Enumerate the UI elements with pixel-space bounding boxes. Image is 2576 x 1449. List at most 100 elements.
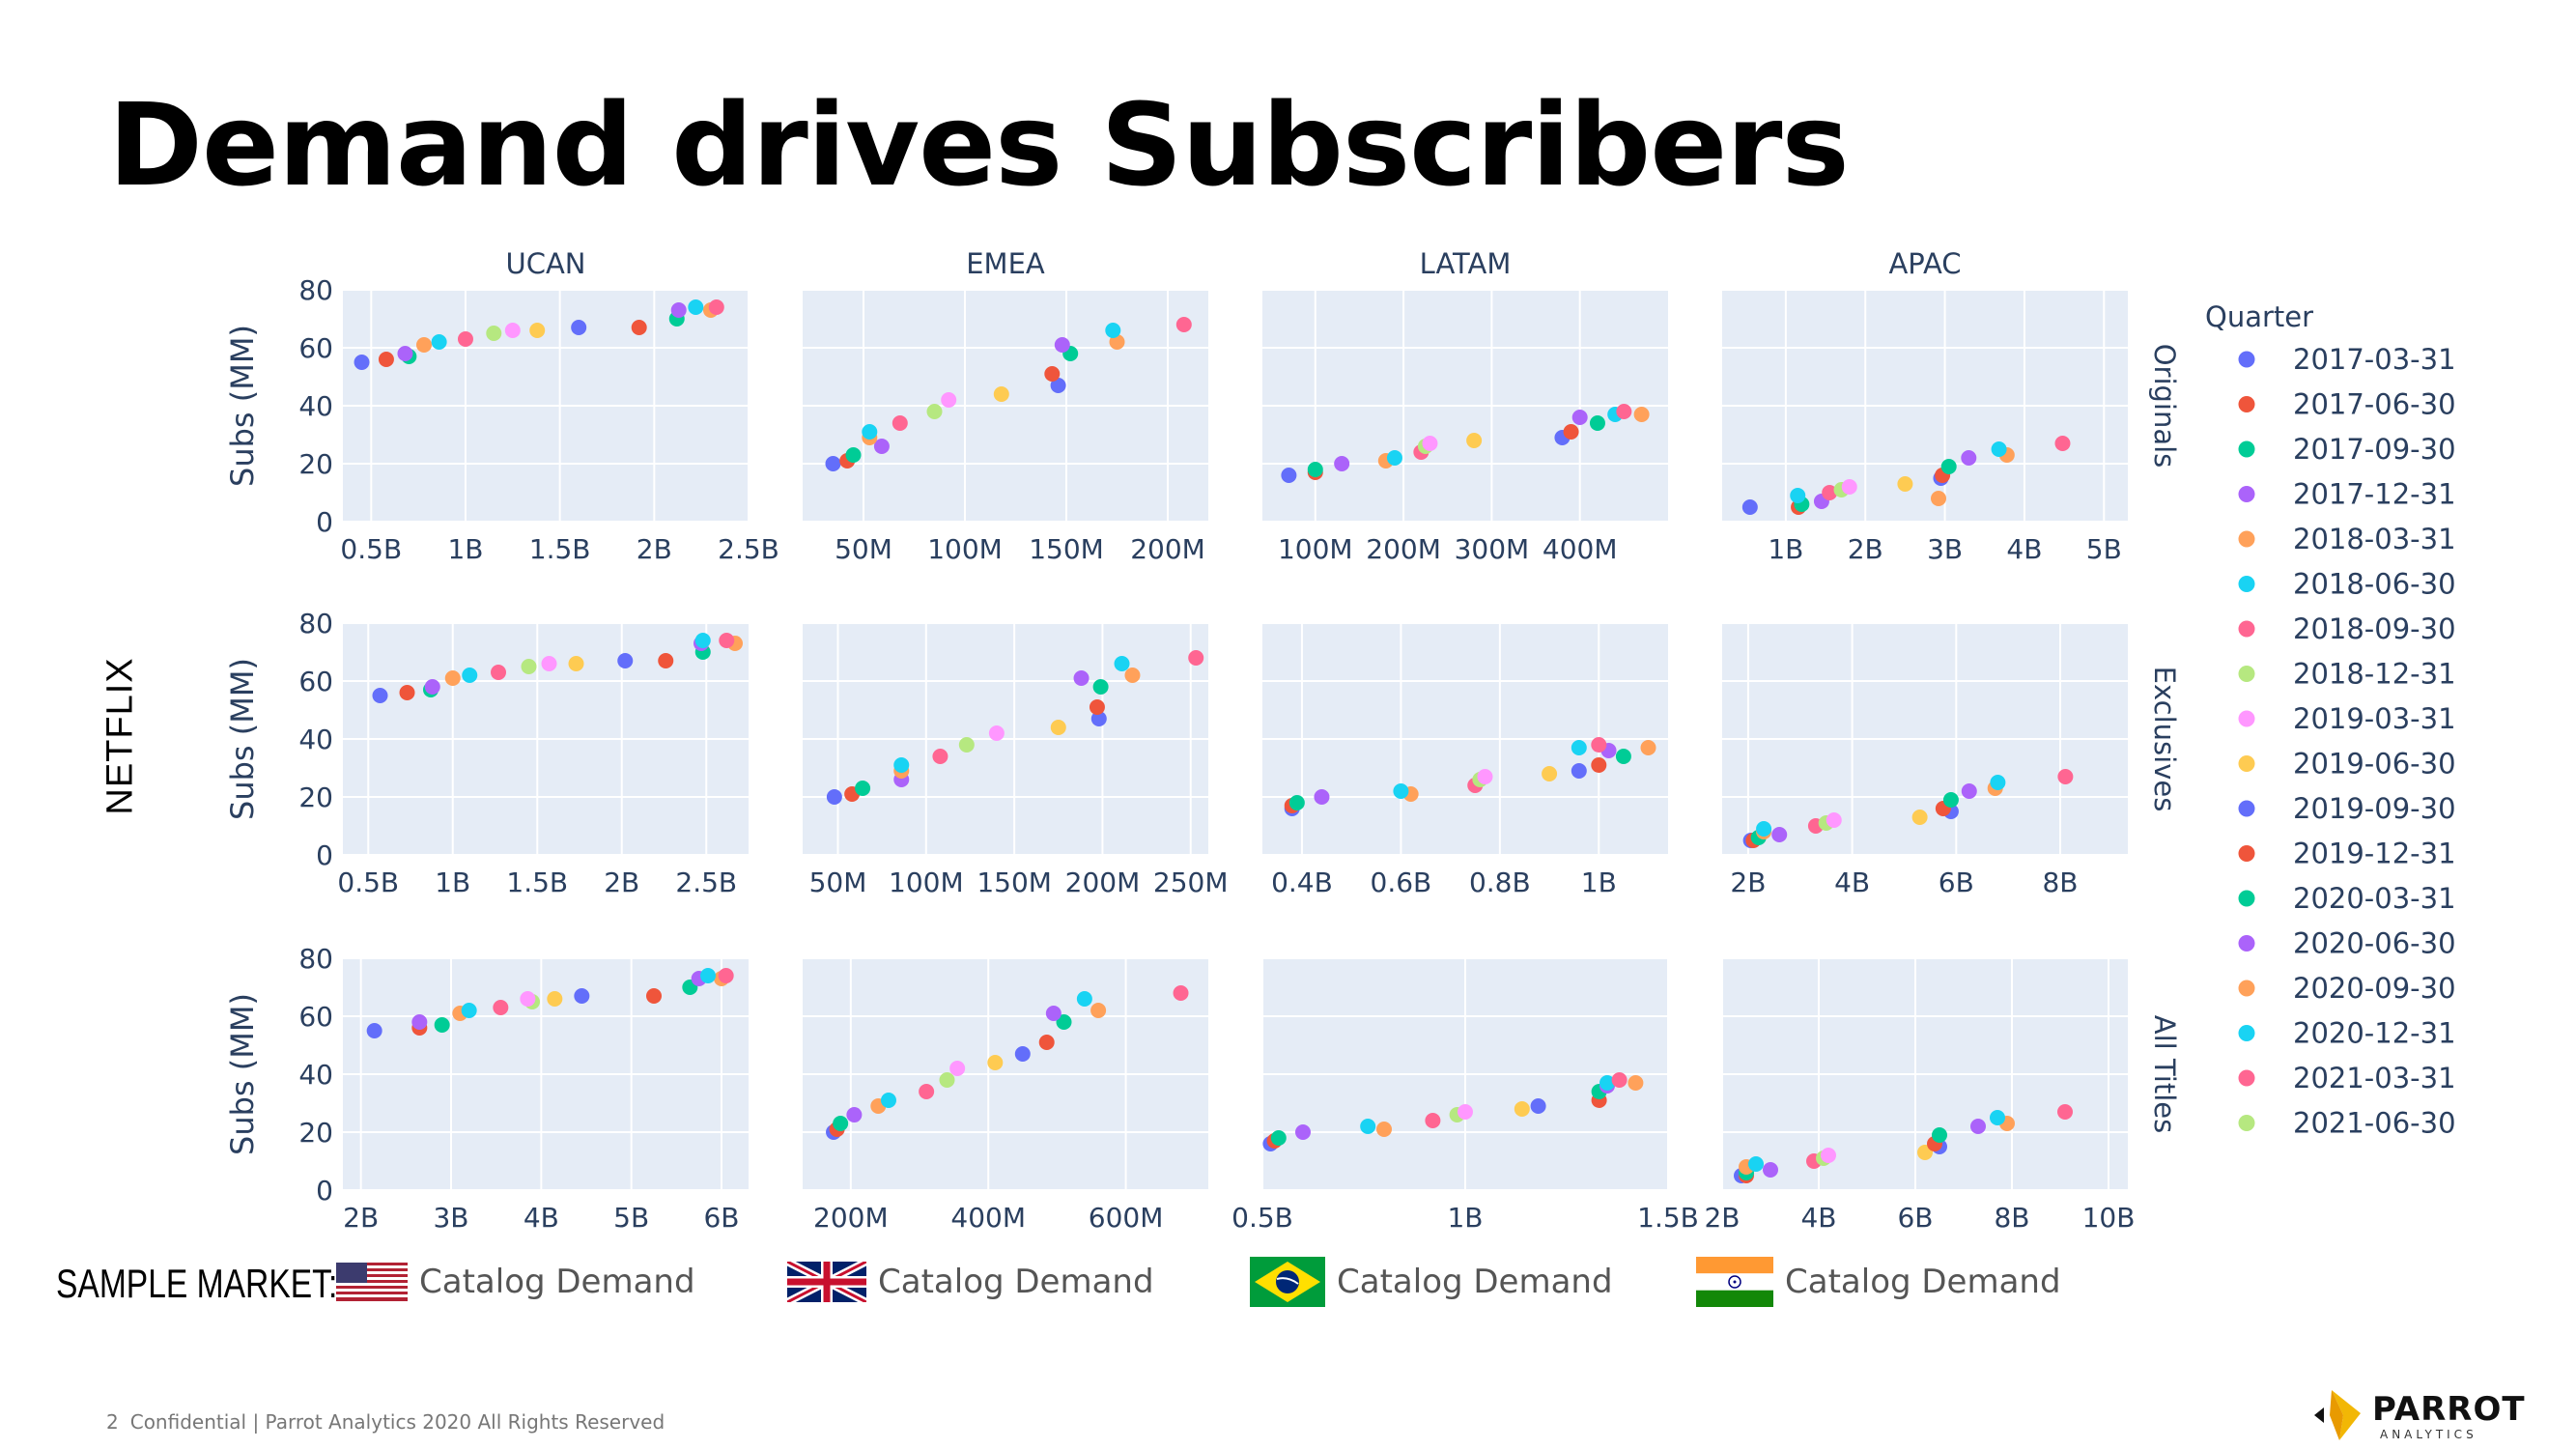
scatter-point-latam-2020-12-31[interactable]	[1599, 1075, 1615, 1091]
scatter-point-ucan-2019-06-30[interactable]	[568, 656, 584, 671]
scatter-point-apac-2020-12-31[interactable]	[1990, 775, 2006, 790]
scatter-point-emea-2018-06-30[interactable]	[862, 424, 878, 440]
scatter-point-ucan-2021-03-31[interactable]	[708, 299, 724, 315]
scatter-point-latam-2017-03-31[interactable]	[1281, 468, 1297, 483]
scatter-point-ucan-2021-03-31[interactable]	[719, 633, 735, 648]
scatter-point-ucan-2017-09-30[interactable]	[434, 1017, 450, 1033]
legend[interactable]: Quarter 2017-03-31 2017-06-30 2017-09-30 201…	[2205, 300, 2456, 1140]
legend-item-2017-03-31[interactable]: 2017-03-31	[2238, 343, 2456, 376]
scatter-point-apac-2021-03-31[interactable]	[2057, 769, 2074, 784]
scatter-point-latam-2017-09-30[interactable]	[1288, 795, 1305, 810]
scatter-point-ucan-2018-03-31[interactable]	[416, 337, 432, 353]
scatter-point-latam-2020-03-31[interactable]	[1589, 415, 1605, 431]
scatter-point-latam-2019-06-30[interactable]	[1466, 433, 1483, 448]
scatter-point-apac-2018-06-30[interactable]	[1756, 821, 1772, 837]
scatter-point-emea-2019-12-31[interactable]	[1044, 366, 1061, 382]
legend-item-2017-06-30[interactable]: 2017-06-30	[2238, 388, 2456, 421]
scatter-point-emea-2019-09-30[interactable]	[1090, 711, 1107, 726]
scatter-point-ucan-2019-12-31[interactable]	[631, 320, 647, 335]
scatter-point-apac-2017-12-31[interactable]	[1763, 1162, 1778, 1178]
scatter-point-emea-2018-06-30[interactable]	[893, 757, 910, 773]
legend-item-2019-12-31[interactable]: 2019-12-31	[2238, 838, 2456, 870]
scatter-point-emea-2020-12-31[interactable]	[1076, 991, 1092, 1007]
scatter-point-emea-2020-06-30[interactable]	[1054, 337, 1070, 353]
scatter-point-latam-2019-03-31[interactable]	[1477, 769, 1493, 784]
scatter-point-apac-2019-03-31[interactable]	[1826, 812, 1842, 828]
scatter-point-latam-2021-03-31[interactable]	[1591, 737, 1607, 753]
scatter-point-latam-2019-06-30[interactable]	[1542, 766, 1558, 781]
scatter-point-ucan-2019-09-30[interactable]	[617, 653, 634, 668]
scatter-point-ucan-2020-06-30[interactable]	[670, 302, 687, 318]
scatter-point-emea-2019-03-31[interactable]	[949, 1061, 966, 1076]
scatter-point-latam-2020-12-31[interactable]	[1571, 740, 1587, 755]
scatter-point-ucan-2018-06-30[interactable]	[461, 1003, 477, 1018]
scatter-point-apac-2018-03-31[interactable]	[1931, 491, 1946, 506]
scatter-point-apac-2019-06-30[interactable]	[1897, 476, 1913, 492]
scatter-point-emea-2019-06-30[interactable]	[987, 1055, 1004, 1070]
scatter-point-ucan-2019-09-30[interactable]	[571, 320, 587, 335]
scatter-point-emea-2020-03-31[interactable]	[1092, 679, 1109, 695]
scatter-point-emea-2017-09-30[interactable]	[845, 447, 862, 463]
scatter-point-emea-2017-09-30[interactable]	[833, 1116, 849, 1131]
scatter-point-latam-2018-06-30[interactable]	[1386, 450, 1402, 466]
scatter-point-apac-2019-03-31[interactable]	[1821, 1148, 1836, 1163]
scatter-point-ucan-2021-03-31[interactable]	[718, 968, 734, 983]
scatter-point-emea-2020-09-30[interactable]	[1109, 334, 1125, 350]
scatter-point-emea-2018-09-30[interactable]	[932, 749, 948, 764]
scatter-point-apac-2019-06-30[interactable]	[1911, 810, 1928, 825]
scatter-point-latam-2019-03-31[interactable]	[1422, 436, 1438, 451]
scatter-point-ucan-2020-12-31[interactable]	[694, 633, 711, 648]
scatter-point-emea-2021-03-31[interactable]	[1175, 317, 1192, 332]
scatter-point-ucan-2020-12-31[interactable]	[700, 968, 716, 983]
scatter-point-latam-2019-12-31[interactable]	[1563, 424, 1579, 440]
scatter-point-emea-2021-03-31[interactable]	[1188, 650, 1204, 666]
scatter-point-emea-2019-03-31[interactable]	[941, 392, 957, 408]
scatter-point-emea-2018-12-31[interactable]	[926, 404, 943, 419]
scatter-point-emea-2020-03-31[interactable]	[1056, 1014, 1072, 1030]
scatter-point-emea-2020-09-30[interactable]	[1090, 1003, 1107, 1018]
scatter-point-latam-2020-09-30[interactable]	[1633, 407, 1650, 422]
scatter-point-ucan-2020-12-31[interactable]	[688, 299, 704, 315]
scatter-point-apac-2020-06-30[interactable]	[1970, 1119, 1986, 1134]
legend-item-2020-12-31[interactable]: 2020-12-31	[2238, 1017, 2456, 1050]
scatter-point-emea-2018-09-30[interactable]	[892, 415, 908, 431]
scatter-point-ucan-2019-12-31[interactable]	[646, 988, 662, 1004]
scatter-point-ucan-2018-12-31[interactable]	[521, 659, 537, 674]
scatter-point-emea-2020-12-31[interactable]	[1105, 323, 1121, 338]
legend-item-2019-03-31[interactable]: 2019-03-31	[2238, 702, 2456, 735]
scatter-point-latam-2018-03-31[interactable]	[1376, 1122, 1392, 1137]
scatter-point-emea-2017-03-31[interactable]	[826, 789, 842, 805]
scatter-point-emea-2018-12-31[interactable]	[958, 737, 975, 753]
scatter-point-latam-2020-03-31[interactable]	[1615, 749, 1631, 764]
scatter-point-emea-2018-06-30[interactable]	[880, 1093, 896, 1108]
legend-item-2018-03-31[interactable]: 2018-03-31	[2238, 523, 2456, 555]
scatter-point-apac-2020-12-31[interactable]	[1990, 1110, 2005, 1125]
scatter-point-ucan-2018-09-30[interactable]	[457, 331, 473, 347]
scatter-point-latam-2019-12-31[interactable]	[1591, 757, 1607, 773]
scatter-point-ucan-2019-03-31[interactable]	[520, 991, 536, 1007]
scatter-point-ucan-2017-03-31[interactable]	[372, 688, 388, 703]
legend-item-2018-12-31[interactable]: 2018-12-31	[2238, 658, 2456, 691]
scatter-point-latam-2018-06-30[interactable]	[1360, 1119, 1376, 1134]
scatter-point-ucan-2018-12-31[interactable]	[486, 326, 502, 341]
scatter-point-latam-2017-12-31[interactable]	[1334, 456, 1350, 471]
legend-item-2019-09-30[interactable]: 2019-09-30	[2238, 792, 2456, 825]
legend-item-2018-06-30[interactable]: 2018-06-30	[2238, 568, 2456, 601]
scatter-point-emea-2021-03-31[interactable]	[1173, 985, 1189, 1001]
scatter-point-emea-2017-03-31[interactable]	[825, 456, 841, 471]
scatter-point-ucan-2019-09-30[interactable]	[574, 988, 590, 1004]
scatter-point-apac-2017-12-31[interactable]	[1771, 827, 1788, 842]
legend-item-2021-06-30[interactable]: 2021-06-30	[2238, 1107, 2456, 1140]
scatter-point-ucan-2017-03-31[interactable]	[366, 1023, 382, 1038]
scatter-point-emea-2019-03-31[interactable]	[988, 725, 1005, 741]
scatter-point-ucan-2019-12-31[interactable]	[658, 653, 674, 668]
scatter-point-latam-2019-09-30[interactable]	[1571, 763, 1587, 779]
scatter-point-apac-2020-03-31[interactable]	[1942, 792, 1959, 808]
scatter-point-latam-2018-09-30[interactable]	[1425, 1113, 1441, 1128]
scatter-point-apac-2020-12-31[interactable]	[1991, 441, 2007, 457]
scatter-point-emea-2020-09-30[interactable]	[1124, 668, 1141, 683]
scatter-point-emea-2019-09-30[interactable]	[1014, 1046, 1031, 1062]
scatter-point-ucan-2017-06-30[interactable]	[378, 352, 394, 367]
scatter-point-ucan-2019-06-30[interactable]	[529, 323, 546, 338]
legend-item-2019-06-30[interactable]: 2019-06-30	[2238, 748, 2456, 781]
